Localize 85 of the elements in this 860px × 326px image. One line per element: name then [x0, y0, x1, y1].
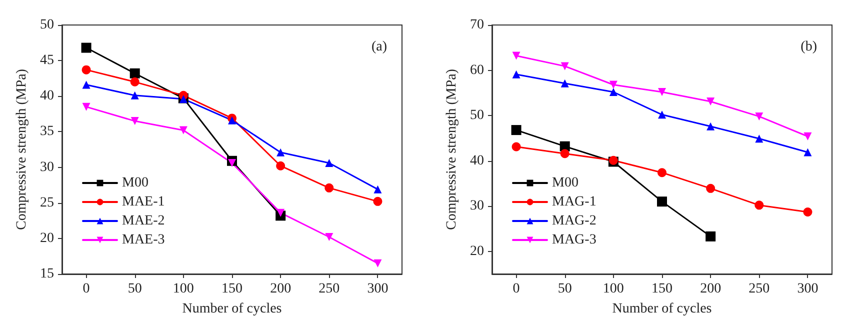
point [804, 132, 812, 140]
annotation: (a) [371, 40, 388, 54]
point [373, 196, 382, 206]
x-axis-title: Number of cycles [612, 302, 712, 316]
point [512, 142, 521, 152]
point [706, 122, 715, 130]
point [130, 77, 140, 86]
y-tick-label: 45 [40, 53, 54, 68]
legend-label: MAG-2 [552, 214, 596, 228]
point [512, 70, 520, 78]
point [609, 80, 618, 89]
x-tick-label: 300 [367, 282, 388, 296]
point [755, 112, 764, 120]
x-tick-label: 200 [700, 282, 722, 296]
point [130, 68, 140, 78]
point [130, 117, 139, 126]
x-tick-label: 50 [128, 282, 142, 296]
legend-label: MAE-2 [122, 214, 165, 228]
y-axis-title: Compressive strength (MPa) [14, 68, 30, 230]
point [374, 259, 382, 268]
y-tick-label: 25 [40, 195, 54, 210]
x-tick-label: 200 [270, 282, 292, 296]
point [754, 200, 764, 210]
y-tick-label: 50 [470, 108, 484, 124]
point [325, 233, 334, 242]
point [560, 62, 569, 70]
point [658, 168, 666, 178]
point [276, 148, 285, 156]
y-axis-title: Compressive strength (MPa) [444, 68, 460, 230]
point [658, 110, 666, 119]
x-tick-label: 300 [797, 282, 818, 296]
x-tick-label: 0 [512, 282, 520, 296]
x-tick-label: 250 [748, 282, 770, 296]
point [658, 88, 666, 96]
point [706, 98, 715, 106]
point [706, 231, 716, 242]
point [374, 185, 382, 194]
x-axis-title: Number of cycles [182, 302, 282, 316]
y-tick-label: 20 [470, 244, 484, 259]
y-tick-label: 30 [40, 160, 54, 175]
x-tick-label: 100 [602, 282, 624, 296]
point [81, 42, 92, 53]
point [130, 91, 139, 100]
point [276, 161, 286, 170]
point [560, 79, 569, 88]
x-tick-label: 150 [652, 282, 672, 296]
x-tick-label: 0 [82, 282, 90, 296]
point [511, 125, 522, 136]
x-tick-label: 50 [558, 282, 572, 296]
legend-label: MAG-3 [552, 232, 596, 248]
legend-label: MAE-1 [122, 194, 165, 210]
point [325, 159, 334, 168]
legend-label: MAE-3 [122, 232, 165, 248]
x-tick-label: 150 [222, 282, 242, 296]
y-tick-label: 60 [470, 62, 484, 78]
y-tick-label: 40 [470, 153, 484, 168]
y-tick-label: 70 [470, 18, 484, 32]
point [804, 148, 812, 156]
y-tick-label: 40 [40, 88, 54, 104]
point [657, 196, 667, 207]
point [82, 80, 90, 89]
point [324, 183, 334, 192]
point [512, 52, 520, 60]
y-tick-label: 50 [40, 18, 54, 32]
point [276, 208, 285, 217]
point [82, 102, 90, 111]
point [228, 116, 236, 124]
y-tick-label: 20 [40, 230, 54, 246]
legend-label: M00 [122, 176, 148, 190]
point [228, 159, 236, 168]
legend-label: MAG-1 [552, 194, 596, 210]
point [82, 65, 91, 74]
point [609, 88, 618, 96]
annotation: (b) [800, 40, 818, 54]
x-tick-label: 100 [172, 282, 194, 296]
y-tick-label: 30 [470, 198, 484, 214]
point [179, 126, 188, 134]
legend-label: M00 [552, 176, 578, 190]
y-tick-label: 15 [40, 266, 54, 282]
x-tick-label: 250 [318, 282, 340, 296]
point [803, 207, 812, 216]
point [755, 134, 764, 143]
point [706, 184, 716, 193]
point [560, 149, 570, 158]
y-tick-label: 35 [40, 124, 54, 140]
